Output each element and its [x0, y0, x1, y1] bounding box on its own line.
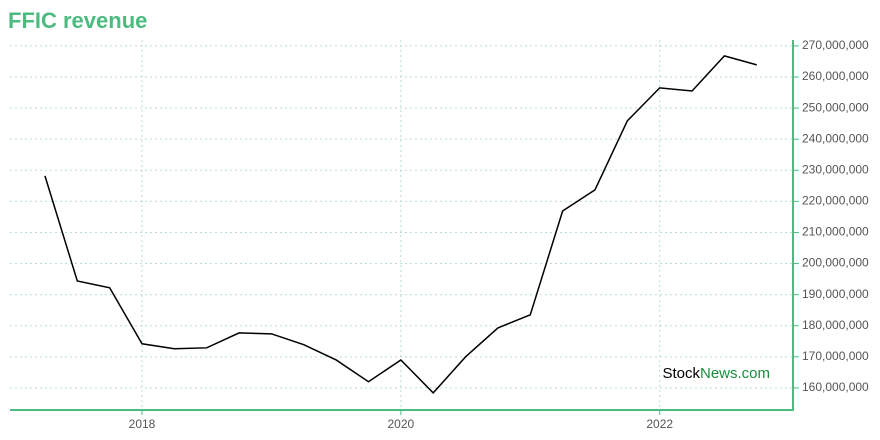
x-tick-label: 2020 — [388, 417, 415, 431]
y-tick-label: 270,000,000 — [802, 38, 869, 52]
y-tick-label: 200,000,000 — [802, 256, 869, 270]
y-tick-label: 210,000,000 — [802, 225, 869, 239]
y-tick-label: 220,000,000 — [802, 194, 869, 208]
x-tick-label: 2022 — [646, 417, 673, 431]
y-tick-label: 170,000,000 — [802, 349, 869, 363]
watermark: StockNews.com — [662, 365, 770, 382]
chart-title: FFIC revenue — [8, 8, 147, 33]
y-tick-label: 250,000,000 — [802, 100, 869, 114]
y-tick-label: 230,000,000 — [802, 162, 869, 176]
y-tick-label: 180,000,000 — [802, 318, 869, 332]
line — [44, 55, 757, 394]
y-tick-label: 260,000,000 — [802, 69, 869, 83]
y-tick-label: 240,000,000 — [802, 131, 869, 145]
watermark-news: News.com — [700, 365, 770, 382]
y-tick-label: 160,000,000 — [802, 380, 869, 394]
y-tick-label: 190,000,000 — [802, 287, 869, 301]
watermark-stock: Stock — [662, 365, 700, 382]
x-tick-label: 2018 — [129, 417, 156, 431]
